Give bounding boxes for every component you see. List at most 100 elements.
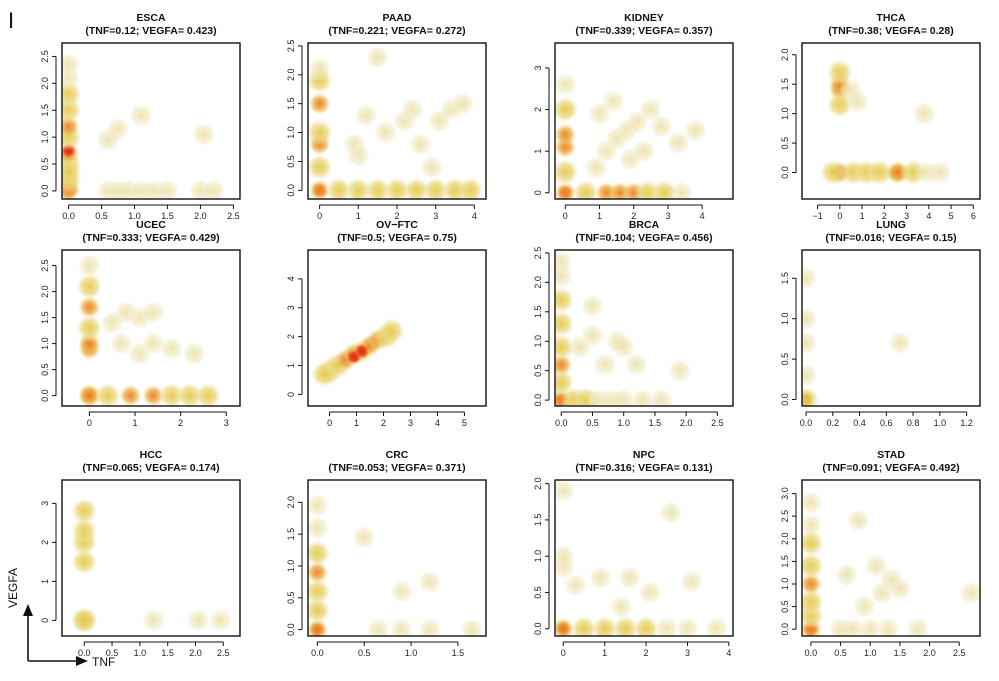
y-axis: 0.0 0.5 1.0 1.5 bbox=[780, 272, 797, 406]
data-point bbox=[109, 331, 134, 356]
x-axis: 0.0 0.2 0.4 0.6 0.8 1.0 1.2 bbox=[800, 411, 973, 428]
chart-panel-hcc: HCC(TNF=0.065; VEGFA= 0.174) 0.0 0.5 1.0 1.5… bbox=[40, 449, 241, 658]
x-tick-label: 3 bbox=[224, 418, 229, 428]
y-tick-label: 1.5 bbox=[533, 514, 543, 527]
y-tick-label: 0.5 bbox=[533, 364, 543, 377]
y-tick-label: 1 bbox=[40, 579, 50, 584]
y-tick-label: 0 bbox=[286, 392, 296, 397]
x-tick-label: 2 bbox=[178, 418, 183, 428]
data-point bbox=[639, 97, 663, 122]
y-axis: 0.0 0.5 1.0 1.5 2.0 bbox=[533, 477, 550, 635]
data-point bbox=[308, 154, 333, 181]
data-point bbox=[389, 579, 414, 604]
y-tick-label: 2.0 bbox=[40, 285, 50, 298]
data-point bbox=[364, 177, 391, 199]
x-tick-label: 2.0 bbox=[680, 418, 693, 428]
panel-subtitle: (TNF=0.016; VEGFA= 0.15) bbox=[825, 232, 956, 244]
y-tick-label: 1.0 bbox=[780, 107, 790, 120]
x-tick-label: 0.0 bbox=[800, 418, 813, 428]
y-tick-label: 1.0 bbox=[40, 131, 50, 144]
y-tick-label: 1.5 bbox=[780, 555, 790, 568]
panel-title: KIDNEY bbox=[624, 12, 664, 24]
data-point bbox=[408, 132, 432, 156]
data-point bbox=[591, 615, 618, 636]
x-tick-label: 2.0 bbox=[189, 648, 202, 658]
data-point bbox=[555, 334, 575, 361]
y-tick-label: 2.0 bbox=[780, 49, 790, 62]
data-point bbox=[555, 287, 575, 314]
x-tick-label: 4 bbox=[700, 211, 705, 221]
data-point bbox=[655, 617, 679, 636]
data-point bbox=[142, 608, 166, 633]
data-point bbox=[802, 307, 818, 331]
points-layer bbox=[802, 490, 980, 636]
chart-panel-ucec: UCEC(TNF=0.333; VEGFA= 0.429) 0 1 2 3 0.0 0.5 1… bbox=[40, 219, 241, 428]
x-tick-label: 5 bbox=[949, 211, 954, 221]
y-tick-label: 0.0 bbox=[40, 185, 50, 198]
y-tick-label: 1.0 bbox=[286, 126, 296, 139]
y-tick-label: 1.5 bbox=[286, 97, 296, 110]
plot-frame bbox=[61, 479, 241, 637]
data-point bbox=[679, 569, 704, 594]
data-point bbox=[308, 493, 330, 518]
x-tick-label: 3 bbox=[665, 211, 670, 221]
data-point bbox=[129, 103, 153, 128]
data-point bbox=[802, 572, 822, 596]
plot-frame bbox=[307, 479, 487, 637]
data-point bbox=[373, 120, 398, 145]
y-axis: 0.0 0.5 1.0 1.5 2.0 2.5 bbox=[40, 259, 57, 402]
data-point bbox=[666, 131, 690, 155]
y-tick-label: 2.0 bbox=[40, 77, 50, 90]
x-axis: 0.0 0.5 1.0 1.5 2.0 2.5 bbox=[805, 641, 965, 658]
y-tick-label: 1.0 bbox=[780, 312, 790, 325]
plot-frame bbox=[801, 479, 981, 637]
x-tick-label: 1 bbox=[602, 648, 607, 658]
data-point bbox=[609, 595, 633, 619]
points-layer bbox=[311, 317, 405, 388]
y-tick-label: 0 bbox=[533, 190, 543, 195]
data-point bbox=[587, 102, 612, 126]
y-tick-label: 2.5 bbox=[533, 247, 543, 260]
x-tick-label: 6 bbox=[971, 211, 976, 221]
x-tick-label: 0.6 bbox=[880, 418, 893, 428]
y-tick-label: 3 bbox=[40, 501, 50, 506]
y-tick-label: 1.5 bbox=[533, 306, 543, 319]
x-tick-label: 1.0 bbox=[934, 418, 947, 428]
points-layer bbox=[62, 52, 226, 199]
points-layer bbox=[308, 45, 484, 199]
data-point bbox=[555, 72, 577, 97]
data-point bbox=[624, 353, 648, 377]
x-tick-label: 1.5 bbox=[452, 648, 465, 658]
y-tick-label: 2 bbox=[286, 334, 296, 339]
plot-frame bbox=[61, 249, 241, 407]
y-tick-label: 1.0 bbox=[780, 578, 790, 591]
y-tick-label: 2.5 bbox=[40, 50, 50, 63]
x-tick-label: 0 bbox=[837, 211, 842, 221]
data-point bbox=[675, 617, 700, 636]
y-axis: 0 1 2 3 4 bbox=[286, 276, 303, 397]
data-point bbox=[460, 617, 484, 636]
y-axis: 0.0 0.5 1.0 1.5 2.0 2.5 bbox=[533, 247, 550, 406]
y-tick-label: 0.0 bbox=[780, 166, 790, 179]
data-point bbox=[683, 118, 708, 143]
data-point bbox=[820, 159, 847, 186]
y-tick-label: 2.5 bbox=[780, 510, 790, 523]
data-point bbox=[384, 177, 410, 199]
data-point bbox=[858, 617, 882, 636]
y-tick-label: 2.5 bbox=[40, 259, 50, 272]
x-tick-label: 4 bbox=[926, 211, 931, 221]
data-point bbox=[555, 158, 579, 185]
data-point bbox=[354, 103, 378, 127]
data-point bbox=[308, 597, 331, 624]
x-tick-label: 1 bbox=[354, 418, 359, 428]
data-point bbox=[593, 353, 617, 377]
data-point bbox=[71, 607, 98, 634]
data-point bbox=[308, 119, 333, 146]
x-axis: −1 0 1 2 3 4 5 6 bbox=[812, 204, 976, 221]
points-layer bbox=[555, 250, 692, 406]
x-tick-label: 2.5 bbox=[711, 418, 724, 428]
data-point bbox=[555, 123, 577, 146]
x-tick-label: 3 bbox=[685, 648, 690, 658]
x-tick-label: 2.5 bbox=[227, 211, 240, 221]
